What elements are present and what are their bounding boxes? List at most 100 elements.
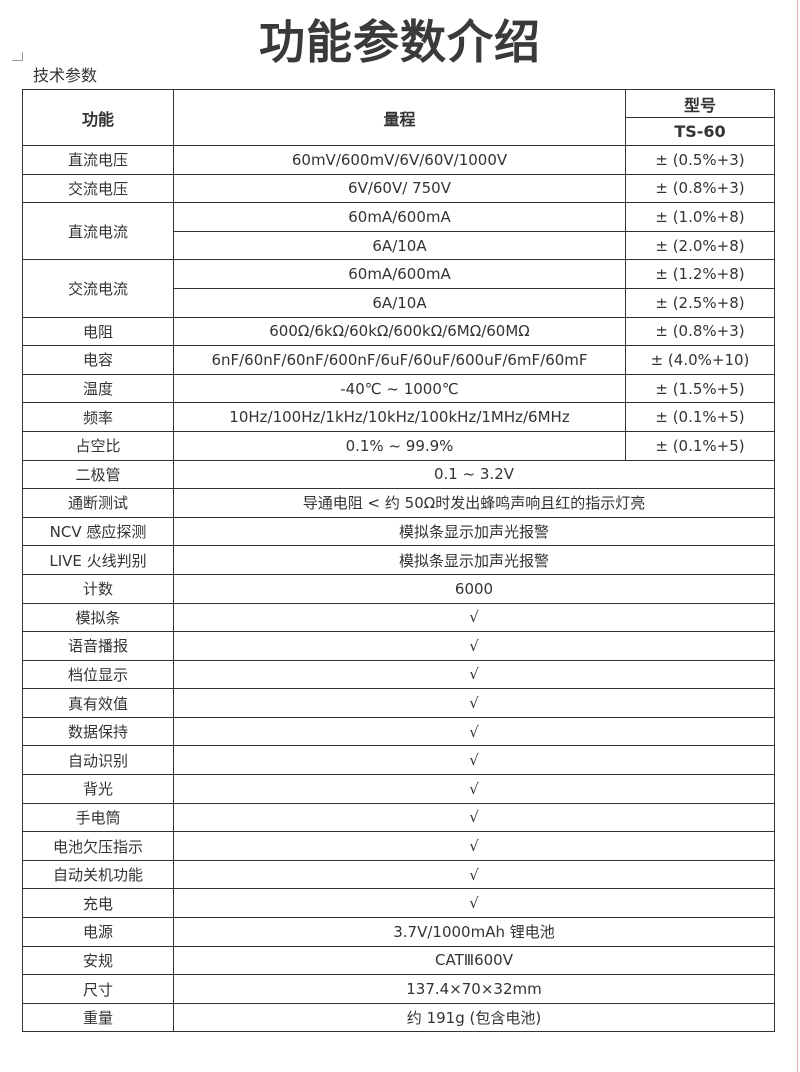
range-cell: 6V/60V/ 750V xyxy=(173,173,626,204)
function-cell: 模拟条 xyxy=(22,602,174,633)
accuracy-cell: ± (0.8%+3) xyxy=(625,173,775,204)
value-cell: 约 191g (包含电池) xyxy=(173,1002,775,1033)
function-cell: 自动关机功能 xyxy=(22,859,174,890)
function-cell: NCV 感应探测 xyxy=(22,516,174,547)
function-cell: 档位显示 xyxy=(22,659,174,690)
range-cell: 6nF/60nF/60nF/600nF/6uF/60uF/600uF/6mF/6… xyxy=(173,345,626,375)
table-row: 交流电流 60mA/600mA ± (1.2%+8) xyxy=(22,259,775,318)
table-row: 档位显示 √ xyxy=(22,659,775,690)
table-row: LIVE 火线判别 模拟条显示加声光报警 xyxy=(22,545,775,575)
header-function: 功能 xyxy=(22,89,174,146)
accuracy-cell: ± (0.1%+5) xyxy=(625,402,775,432)
accuracy-cell: ± (2.0%+8) xyxy=(625,230,775,261)
accuracy-cell: ± (4.0%+10) xyxy=(625,345,775,375)
table-row: 重量约 191g (包含电池) xyxy=(22,1002,775,1033)
range-cell: 6A/10A xyxy=(173,230,626,261)
range-cell: 6A/10A xyxy=(173,287,626,318)
function-cell: 语音播报 xyxy=(22,631,174,661)
page-title: 功能参数介绍 xyxy=(259,15,541,69)
value-cell: √ xyxy=(173,659,775,690)
table-row: 充电 √ xyxy=(22,888,775,919)
header-range: 量程 xyxy=(173,89,626,146)
table-row: 交流电压 6V/60V/ 750V ± (0.8%+3) xyxy=(22,173,775,204)
header-model: TS-60 xyxy=(625,117,775,146)
function-cell: 手电筒 xyxy=(22,802,174,833)
table-row: 背光 √ xyxy=(22,774,775,804)
accuracy-cell: ± (0.5%+3) xyxy=(625,145,775,175)
value-cell: 0.1 ~ 3.2V xyxy=(173,459,775,490)
table-row: 6A/10A ± (2.5%+8) xyxy=(23,287,775,318)
function-cell: 计数 xyxy=(22,573,174,604)
table-row: 温度 -40℃ ~ 1000℃ ± (1.5%+5) xyxy=(22,373,775,404)
table-row: 语音播报 √ xyxy=(22,631,775,661)
function-cell: 自动识别 xyxy=(22,745,174,776)
value-cell: √ xyxy=(173,688,775,718)
range-cell: 0.1% ~ 99.9% xyxy=(173,430,626,461)
table-row: 手电筒 √ xyxy=(22,802,775,833)
table-row: 自动识别 √ xyxy=(22,745,775,776)
function-cell: 频率 xyxy=(22,402,174,432)
function-cell: 安规 xyxy=(22,945,174,976)
function-cell: 电池欠压指示 xyxy=(22,831,174,861)
value-cell: √ xyxy=(173,631,775,661)
accuracy-cell: ± (0.8%+3) xyxy=(625,316,775,347)
table-row: 真有效值 √ xyxy=(22,688,775,718)
value-cell: √ xyxy=(173,831,775,861)
accuracy-cell: ± (1.2%+8) xyxy=(625,259,775,289)
function-cell: 交流电流 xyxy=(22,259,174,318)
accuracy-cell: ± (2.5%+8) xyxy=(625,287,775,318)
table-row: 计数 6000 xyxy=(22,573,775,604)
value-cell: √ xyxy=(173,716,775,747)
function-cell: 直流电流 xyxy=(22,202,174,261)
function-cell: 数据保持 xyxy=(22,716,174,747)
function-cell: 温度 xyxy=(22,373,174,404)
value-cell: 导通电阻 < 约 50Ω时发出蜂鸣声响且红的指示灯亮 xyxy=(173,488,775,518)
range-cell: -40℃ ~ 1000℃ xyxy=(173,373,626,404)
function-cell: 直流电压 xyxy=(22,145,174,175)
table-row: 占空比 0.1% ~ 99.9% ± (0.1%+5) xyxy=(22,430,775,461)
value-cell: 模拟条显示加声光报警 xyxy=(173,516,775,547)
value-cell: √ xyxy=(173,859,775,890)
function-cell: 真有效值 xyxy=(22,688,174,718)
function-cell: 尺寸 xyxy=(22,974,174,1004)
function-cell: 电容 xyxy=(22,345,174,375)
value-cell: √ xyxy=(173,802,775,833)
value-cell: √ xyxy=(173,774,775,804)
section-subtitle: 技术参数 xyxy=(33,66,98,85)
table-row: 电池欠压指示 √ xyxy=(22,831,775,861)
table-row: NCV 感应探测 模拟条显示加声光报警 xyxy=(22,516,775,547)
header-model-label: 型号 xyxy=(625,89,775,118)
spec-table: 功能 量程 型号 TS-60 直流电压 60mV/600mV/6V/60V/100… xyxy=(22,89,775,1033)
accuracy-cell: ± (1.0%+8) xyxy=(625,202,775,232)
table-row: 自动关机功能 √ xyxy=(22,859,775,890)
function-cell: 电阻 xyxy=(22,316,174,347)
function-cell: 交流电压 xyxy=(22,173,174,204)
function-cell: 二极管 xyxy=(22,459,174,490)
range-cell: 60mA/600mA xyxy=(173,202,626,232)
table-row: 二极管 0.1 ~ 3.2V xyxy=(22,459,775,490)
value-cell: 模拟条显示加声光报警 xyxy=(173,545,775,575)
function-cell: 充电 xyxy=(22,888,174,919)
right-edge-line xyxy=(797,0,798,1072)
accuracy-cell: ± (0.1%+5) xyxy=(625,430,775,461)
table-row: 电容 6nF/60nF/60nF/600nF/6uF/60uF/600uF/6mF… xyxy=(22,345,775,375)
table-row: 电阻 600Ω/6kΩ/60kΩ/600kΩ/6MΩ/60MΩ ± (0.8%+3) xyxy=(22,316,775,347)
paragraph-corner-mark xyxy=(12,52,23,61)
table-row: 直流电流 60mA/600mA ± (1.0%+8) xyxy=(22,202,775,261)
table-row: 数据保持 √ xyxy=(22,716,775,747)
table-row: 直流电压 60mV/600mV/6V/60V/1000V ± (0.5%+3) xyxy=(22,145,775,175)
function-cell: 电源 xyxy=(22,917,174,947)
range-cell: 60mV/600mV/6V/60V/1000V xyxy=(173,145,626,175)
range-cell: 10Hz/100Hz/1kHz/10kHz/100kHz/1MHz/6MHz xyxy=(173,402,626,432)
function-cell: 背光 xyxy=(22,774,174,804)
value-cell: 6000 xyxy=(173,573,775,604)
value-cell: √ xyxy=(173,602,775,633)
function-cell: LIVE 火线判别 xyxy=(22,545,174,575)
function-cell: 占空比 xyxy=(22,430,174,461)
value-cell: 3.7V/1000mAh 锂电池 xyxy=(173,917,775,947)
range-cell: 600Ω/6kΩ/60kΩ/600kΩ/6MΩ/60MΩ xyxy=(173,316,626,347)
function-cell: 通断测试 xyxy=(22,488,174,518)
table-row: 模拟条 √ xyxy=(22,602,775,633)
function-cell: 重量 xyxy=(22,1002,174,1033)
table-row: 安规 CATⅢ600V xyxy=(22,945,775,976)
